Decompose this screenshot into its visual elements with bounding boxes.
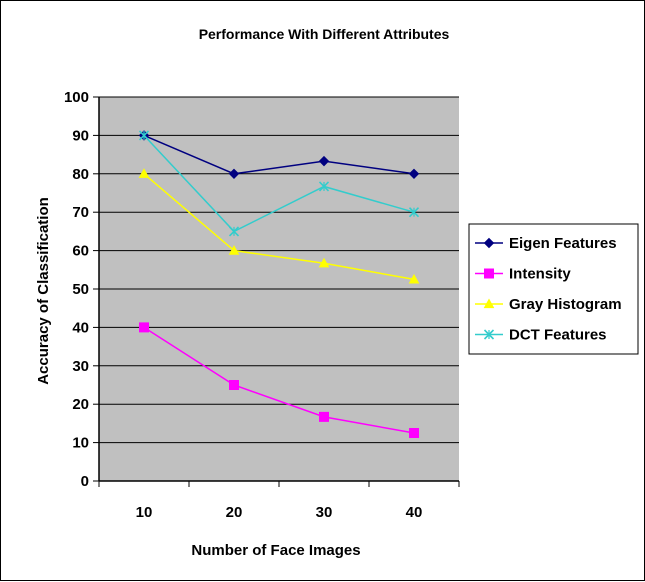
series-line-intensity [143,326,415,434]
data-point-gray-histogram-10 [138,168,150,178]
legend-label-intensity: Intensity [509,266,571,283]
data-point-intensity-20 [229,380,239,390]
legend-label-gray-histogram: Gray Histogram [509,296,622,313]
y-tick-label-100: 100 [64,89,89,106]
legend-marker-intensity [484,268,494,279]
data-point-dct-features-10 [138,130,150,141]
x-tick-label-20: 20 [226,504,243,521]
x-tick-label-40: 40 [406,504,423,521]
series-line-gray-histogram [143,173,415,281]
data-point-eigen-features-20 [228,168,240,180]
chart-title: Performance With Different Attributes [199,26,450,42]
data-point-dct-features-30 [318,181,330,192]
legend-label-dct-features: DCT Features [509,327,607,344]
y-tick-label-10: 10 [72,435,89,452]
legend-marker-eigen-features [483,237,495,249]
y-tick-label-70: 70 [72,204,89,221]
y-tick-label-0: 0 [81,473,89,490]
y-tick-label-30: 30 [72,358,89,375]
data-point-intensity-30 [319,411,329,422]
data-point-dct-features-40 [408,207,420,218]
series-line-dct-features [143,134,415,233]
y-tick-label-40: 40 [72,319,89,336]
series-line-eigen-features [143,134,415,175]
data-point-gray-histogram-40 [408,273,420,284]
legend-marker-dct-features [483,329,495,340]
data-point-eigen-features-30 [318,155,330,167]
data-point-intensity-10 [139,322,149,333]
legend-marker-gray-histogram [483,298,495,309]
data-point-intensity-40 [409,428,419,438]
y-tick-label-80: 80 [72,166,89,183]
y-tick-label-50: 50 [72,281,89,298]
data-point-eigen-features-40 [408,168,420,180]
y-tick-label-90: 90 [72,127,89,144]
y-tick-label-60: 60 [72,243,89,260]
legend-label-eigen-features: Eigen Features [509,235,617,252]
plot-area: 0 10 20 30 40 50 60 70 80 90 100 10 20 30 40 [64,89,460,521]
y-tick-label-20: 20 [72,396,89,413]
legend-box [468,223,639,355]
data-point-dct-features-20 [228,226,240,237]
data-point-gray-histogram-30 [318,257,330,268]
legend: Eigen Features Intensity Gray Histogram DCT… [468,223,639,355]
x-tick-label-10: 10 [136,504,153,521]
y-axis-title: Accuracy of Classification [35,197,52,385]
x-axis-title: Number of Face Images [191,542,360,559]
x-tick-label-30: 30 [316,504,333,521]
data-point-gray-histogram-20 [228,245,240,255]
